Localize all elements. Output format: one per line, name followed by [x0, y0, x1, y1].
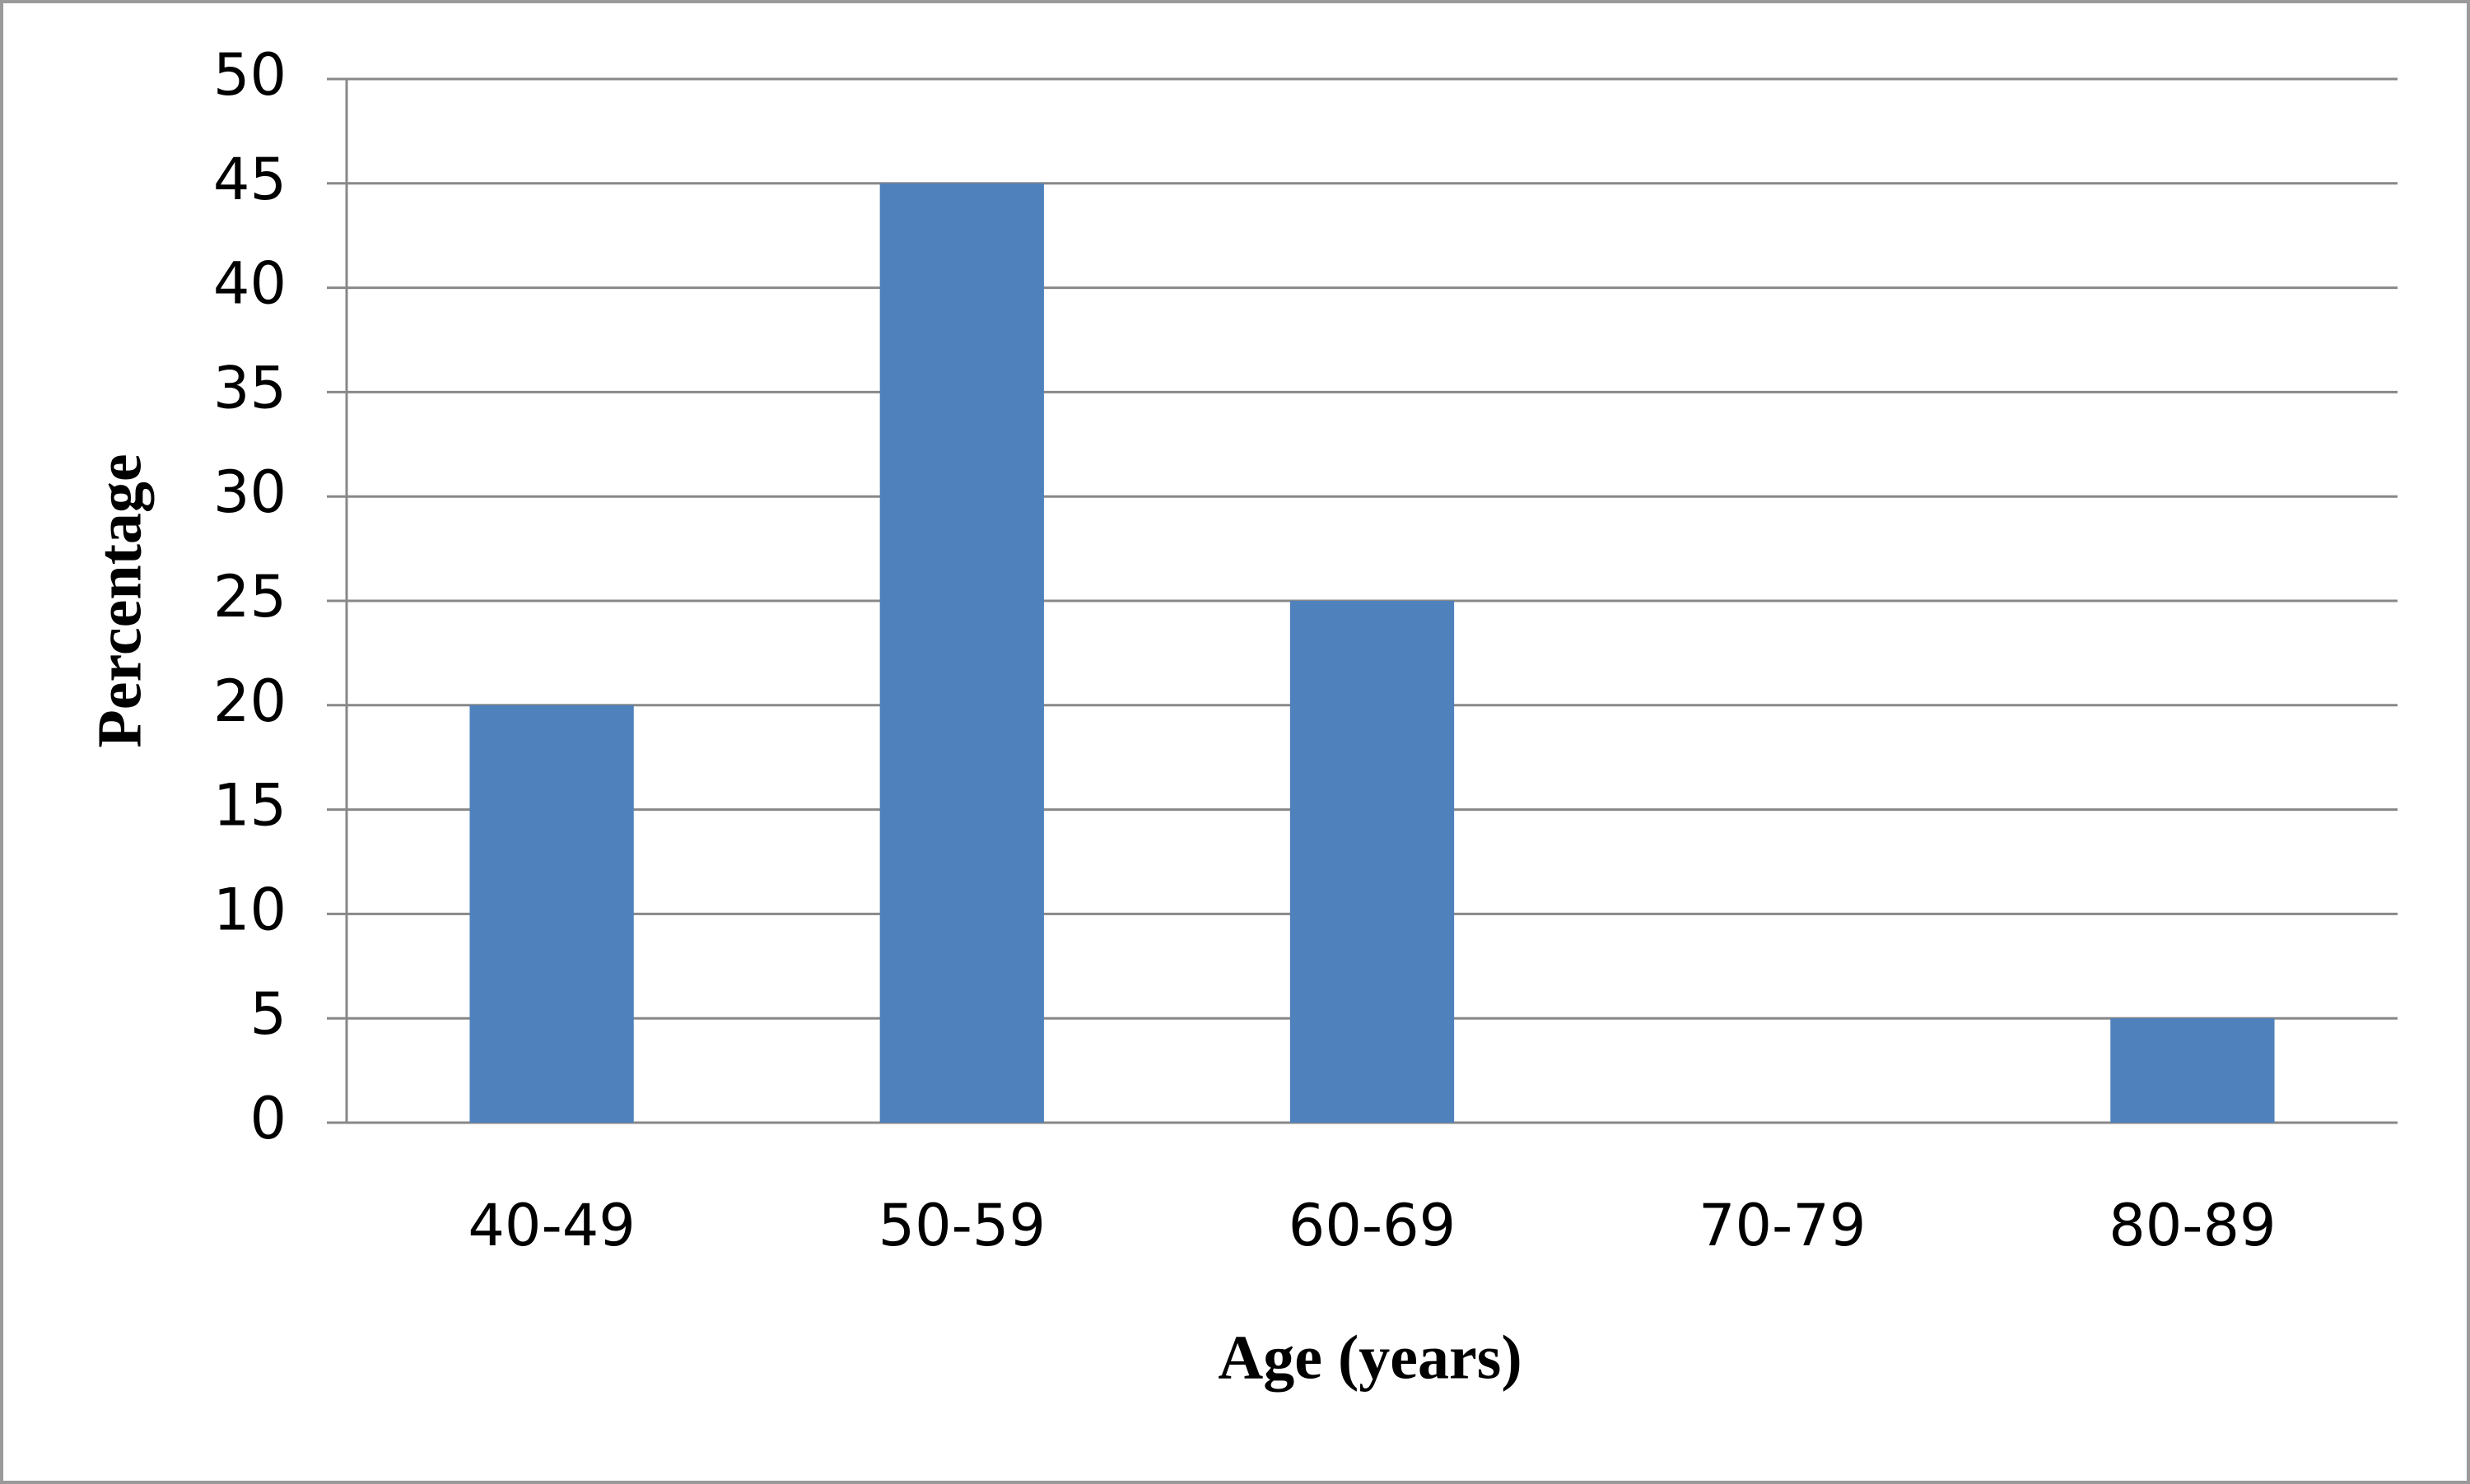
x-tick-label: 40-49 [468, 1192, 635, 1259]
y-tick-label: 20 [213, 668, 287, 735]
bar [1289, 601, 1455, 1123]
y-tick-label: 45 [213, 146, 287, 213]
x-tick-label: 70-79 [1699, 1192, 1866, 1259]
x-tick-label: 80-89 [2109, 1192, 2276, 1259]
y-tick-label: 15 [213, 772, 287, 840]
x-axis-title: Age (years) [1218, 1323, 1522, 1392]
bar [879, 183, 1044, 1123]
y-tick-label: 50 [213, 41, 287, 109]
y-tick-label: 5 [249, 980, 287, 1048]
x-tick-label: 60-69 [1289, 1192, 1456, 1259]
y-tick-label: 30 [213, 458, 287, 526]
bar [469, 705, 634, 1123]
x-tick-label: 50-59 [878, 1192, 1046, 1259]
y-tick-label: 10 [213, 876, 287, 943]
bar [2110, 1018, 2275, 1123]
y-tick-label: 40 [213, 250, 287, 318]
y-tick-label: 35 [213, 354, 287, 421]
y-axis-title: Percentage [85, 454, 154, 747]
y-tick-label: 25 [213, 563, 287, 630]
y-tick-label: 0 [249, 1085, 287, 1152]
